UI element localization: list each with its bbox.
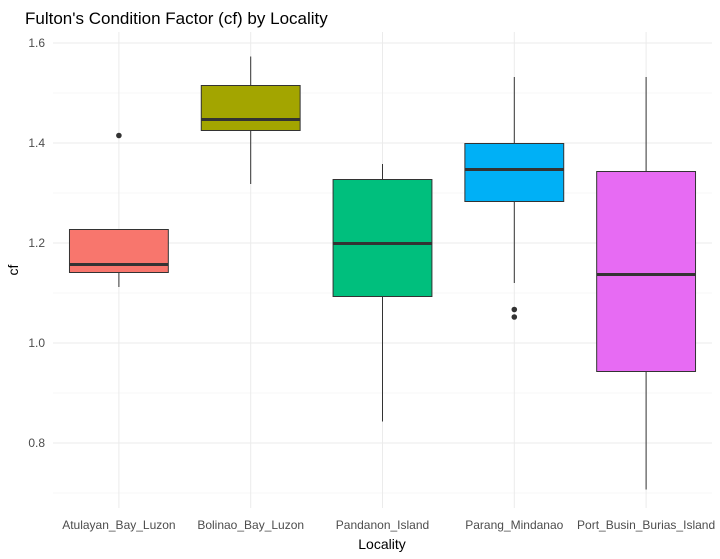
chart-title: Fulton's Condition Factor (cf) by Locali… [25,9,328,28]
x-axis-ticks: Atulayan_Bay_Luzon Bolinao_Bay_Luzon Panda… [62,518,715,532]
x-tick-label: Port_Busin_Burias_Island [577,518,715,532]
box-iqr [596,171,697,372]
box-group [200,56,301,184]
box-series [68,56,697,490]
outlier-point [511,314,518,320]
x-tick-label: Atulayan_Bay_Luzon [62,518,175,532]
box-group [464,77,565,320]
box-iqr [68,229,169,273]
y-tick-label: 1.4 [28,136,45,150]
box-iqr [332,179,433,297]
y-tick-label: 0.8 [28,436,45,450]
outlier-point [511,306,518,313]
box-iqr [464,143,565,202]
y-axis-ticks: 0.8 1.0 1.2 1.4 1.6 [28,36,45,450]
y-tick-label: 1.0 [28,336,45,350]
box-group [68,132,169,287]
x-tick-label: Bolinao_Bay_Luzon [197,518,304,532]
y-axis-title: cf [5,264,21,275]
box-iqr [200,85,301,131]
outlier-point [116,132,122,139]
box-group [332,164,433,422]
x-tick-label: Parang_Mindanao [465,518,563,532]
x-tick-label: Pandanon_Island [336,518,429,532]
box-group [596,77,697,490]
x-axis-title: Locality [358,536,405,552]
y-tick-label: 1.2 [28,236,45,250]
y-tick-label: 1.6 [28,36,45,50]
